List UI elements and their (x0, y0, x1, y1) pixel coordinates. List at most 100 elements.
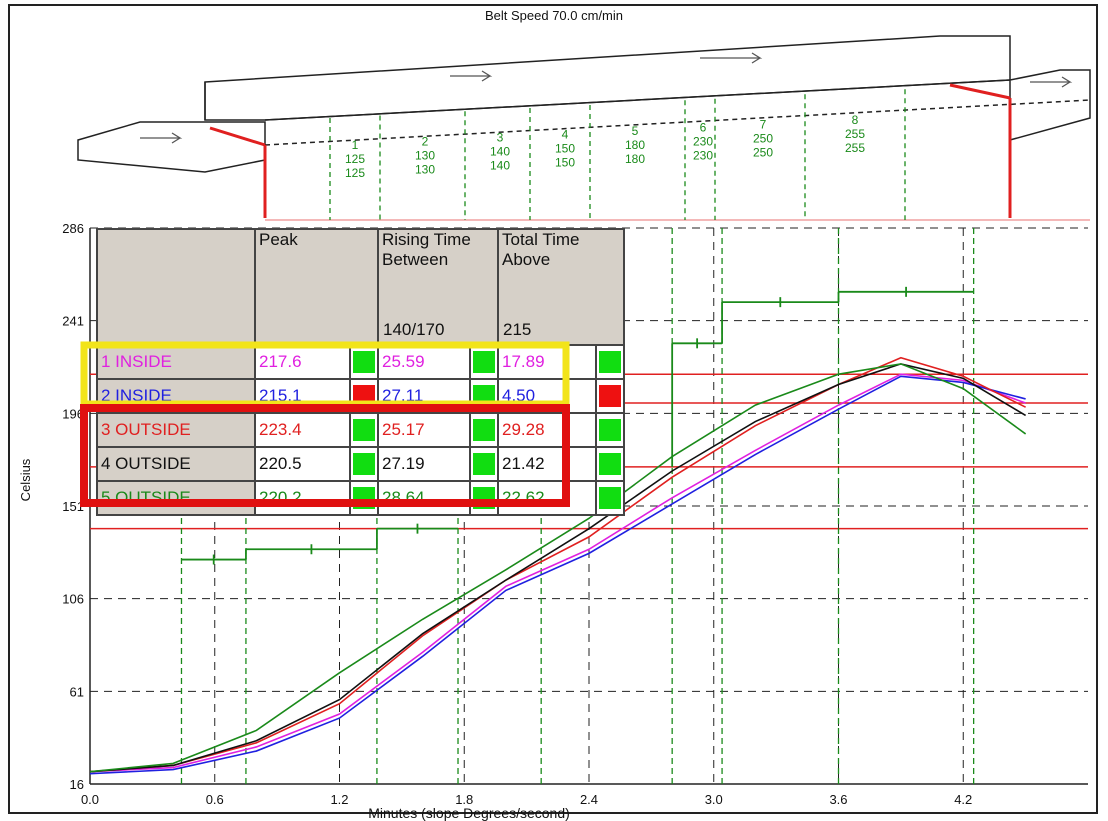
row-value: 29.28 (497, 412, 597, 448)
zone-label: 7 (760, 117, 767, 131)
status-swatch (469, 480, 499, 516)
zone-label: 150 (555, 155, 575, 169)
row-value: 17.89 (497, 344, 597, 380)
status-swatch (349, 378, 379, 414)
row-value: 27.11 (377, 378, 471, 414)
x-tick-label: 3.6 (829, 792, 847, 807)
row-value: 21.42 (497, 446, 597, 482)
zone-label: 150 (555, 141, 575, 155)
zone-label: 140 (490, 145, 510, 159)
y-axis-label: Celsius (18, 458, 33, 501)
table-row: 4 OUTSIDE 220.5 27.19 21.42 (96, 446, 625, 482)
zone-label: 180 (625, 152, 645, 166)
y-tick-label: 286 (62, 221, 84, 236)
zone-label: 8 (852, 113, 859, 127)
status-swatch (349, 344, 379, 380)
row-label: 4 OUTSIDE (96, 446, 256, 482)
row-value: 217.6 (254, 344, 351, 380)
status-swatch (349, 480, 379, 516)
series-line (89, 356, 1026, 773)
status-swatch (349, 412, 379, 448)
zone-label: 230 (693, 148, 713, 162)
zone-label: 230 (693, 134, 713, 148)
status-swatch (469, 412, 499, 448)
results-table: Peak Rising Time Between 140/170 Total Ti… (96, 228, 625, 516)
status-swatch (595, 378, 625, 414)
table-row: 5 OUTSIDE 220.2 28.64 22.62 (96, 480, 625, 516)
row-label: 5 OUTSIDE (96, 480, 256, 516)
row-value: 25.17 (377, 412, 471, 448)
x-tick-label: 0.6 (206, 792, 224, 807)
table-row: 1 INSIDE 217.6 25.59 17.89 (96, 344, 625, 380)
arrow-icon (450, 70, 493, 82)
row-label: 3 OUTSIDE (96, 412, 256, 448)
table-subheader-rising: 140/170 (383, 320, 445, 339)
zone-label: 130 (415, 162, 435, 176)
zone-label: 2 (422, 134, 429, 148)
zone-label: 125 (345, 152, 365, 166)
x-tick-label: 4.2 (954, 792, 972, 807)
zone-label: 250 (753, 145, 773, 159)
table-header-label (96, 228, 256, 346)
oven-diagram: 1125125213013031401404150150518018062302… (77, 35, 1091, 221)
status-swatch (595, 344, 625, 380)
x-axis-label: Minutes (slope Degrees/second) (368, 805, 570, 821)
x-tick-label: 2.4 (580, 792, 598, 807)
zone-label: 6 (700, 120, 707, 134)
oven-entry-edge (209, 126, 266, 147)
zone-label: 3 (497, 131, 504, 145)
table-subheader-above: 215 (503, 320, 532, 339)
row-value: 4.50 (497, 378, 597, 414)
series-line (89, 373, 1026, 773)
series-line (89, 363, 1027, 773)
y-tick-label: 241 (62, 314, 84, 329)
series-line (89, 375, 1026, 775)
row-value: 28.64 (377, 480, 471, 516)
oven-exit-edge (949, 83, 1011, 100)
row-value: 220.5 (254, 446, 351, 482)
row-label: 2 INSIDE (96, 378, 256, 414)
row-value: 215.1 (254, 378, 351, 414)
table-header-above: Total Time Above 215 (497, 228, 625, 346)
row-label: 1 INSIDE (96, 344, 256, 380)
status-swatch (595, 412, 625, 448)
arrow-icon (140, 132, 183, 144)
y-tick-label: 196 (62, 406, 84, 421)
row-value: 22.62 (497, 480, 597, 516)
arrow-icon (1030, 76, 1073, 88)
row-value: 223.4 (254, 412, 351, 448)
y-tick-label: 61 (70, 684, 84, 699)
zone-label: 1 (352, 138, 359, 152)
zone-label: 140 (490, 159, 510, 173)
table-header-row: Peak Rising Time Between 140/170 Total Ti… (96, 228, 625, 346)
status-swatch (469, 378, 499, 414)
x-tick-label: 1.2 (330, 792, 348, 807)
zone-label: 250 (753, 131, 773, 145)
x-tick-label: 0.0 (81, 792, 99, 807)
table-header-rising: Rising Time Between 140/170 (377, 228, 499, 346)
row-value: 220.2 (254, 480, 351, 516)
status-swatch (595, 480, 625, 516)
arrow-icon (700, 52, 763, 64)
status-swatch (469, 446, 499, 482)
table-header-peak: Peak (254, 228, 379, 346)
zone-label: 130 (415, 148, 435, 162)
zone-label: 180 (625, 138, 645, 152)
zone-label: 5 (632, 124, 639, 138)
status-swatch (595, 446, 625, 482)
table-row: 2 INSIDE 215.1 27.11 4.50 (96, 378, 625, 414)
row-value: 27.19 (377, 446, 471, 482)
x-tick-label: 1.8 (455, 792, 473, 807)
status-swatch (349, 446, 379, 482)
zone-label: 125 (345, 166, 365, 180)
y-tick-label: 106 (62, 592, 84, 607)
zone-label: 255 (845, 127, 865, 141)
y-tick-label: 151 (62, 499, 84, 514)
chart-title: Belt Speed 70.0 cm/min (484, 8, 624, 23)
y-tick-label: 16 (70, 777, 84, 792)
zone-label: 4 (562, 127, 569, 141)
zone-label: 255 (845, 141, 865, 155)
status-swatch (469, 344, 499, 380)
row-value: 25.59 (377, 344, 471, 380)
